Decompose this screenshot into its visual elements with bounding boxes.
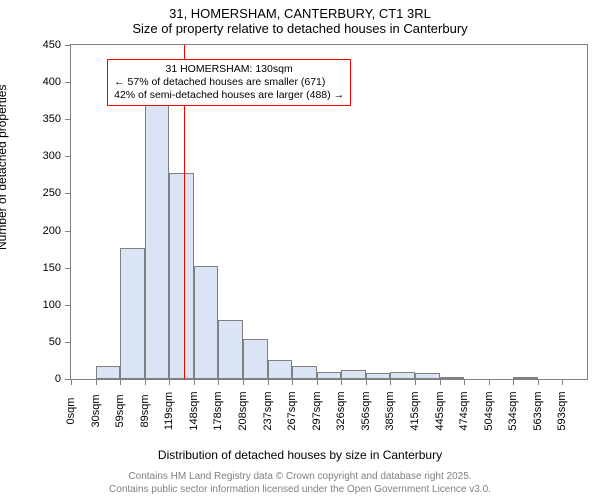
histogram-bar [292,366,317,379]
x-tick-label: 504sqm [483,391,495,430]
histogram-bar [96,366,121,379]
x-tick-label: 267sqm [286,391,298,430]
footer-line-2: Contains public sector information licen… [0,483,600,496]
histogram-bar [194,266,219,379]
x-tick [292,379,293,385]
annotation-line-3: 42% of semi-detached houses are larger (… [114,89,344,102]
x-tick [268,379,269,385]
x-tick-label: 563sqm [532,391,544,430]
x-tick-label: 415sqm [409,391,421,430]
annotation-box: 31 HOMERSHAM: 130sqm← 57% of detached ho… [107,59,351,106]
y-tick [65,305,71,306]
annotation-line-1: 31 HOMERSHAM: 130sqm [114,63,344,76]
histogram-bar [120,248,145,379]
y-tick [65,193,71,194]
x-tick [218,379,219,385]
histogram-bar [415,373,440,379]
histogram-bar [268,360,293,379]
x-tick-label: 89sqm [139,394,151,427]
x-tick [341,379,342,385]
y-tick-label: 450 [43,39,61,51]
title-line-1: 31, HOMERSHAM, CANTERBURY, CT1 3RL [0,6,600,21]
x-axis-label: Distribution of detached houses by size … [0,448,600,462]
x-tick [464,379,465,385]
histogram-bar [366,373,391,379]
x-tick [243,379,244,385]
x-tick-label: 119sqm [163,392,175,430]
x-tick [71,379,72,385]
y-tick-label: 150 [43,262,61,274]
x-tick-label: 59sqm [114,394,126,427]
x-tick [440,379,441,385]
x-tick [415,379,416,385]
y-tick [65,268,71,269]
y-tick-label: 350 [43,113,61,125]
title-block: 31, HOMERSHAM, CANTERBURY, CT1 3RL Size … [0,6,600,36]
y-tick [65,82,71,83]
histogram-bar [513,377,538,379]
histogram-bar [440,377,465,379]
y-tick [65,119,71,120]
x-tick-label: 326sqm [335,391,347,430]
x-tick [120,379,121,385]
x-tick-label: 356sqm [360,391,372,430]
x-tick-label: 474sqm [458,391,470,430]
x-tick [366,379,367,385]
histogram-bar [145,104,170,379]
chart-root: 31, HOMERSHAM, CANTERBURY, CT1 3RL Size … [0,0,600,500]
x-tick [513,379,514,385]
x-tick [317,379,318,385]
footer-line-1: Contains HM Land Registry data © Crown c… [0,470,600,483]
y-tick-label: 50 [49,336,61,348]
x-tick [390,379,391,385]
y-tick [65,45,71,46]
y-axis-label: Number of detached properties [0,85,9,250]
x-tick-label: 208sqm [237,391,249,430]
x-tick [169,379,170,385]
x-tick [538,379,539,385]
x-tick-label: 445sqm [434,391,446,430]
annotation-line-2: ← 57% of detached houses are smaller (67… [114,76,344,89]
y-tick-label: 250 [43,187,61,199]
x-tick-label: 0sqm [65,398,77,425]
y-tick-label: 100 [43,299,61,311]
x-tick-label: 148sqm [188,391,200,430]
y-tick [65,231,71,232]
x-tick [145,379,146,385]
histogram-bar [169,173,194,379]
y-tick-label: 0 [55,373,61,385]
x-tick [194,379,195,385]
histogram-bar [317,372,342,379]
histogram-bar [218,320,243,379]
x-tick-label: 297sqm [311,391,323,430]
plot-area: 0501001502002503003504004500sqm30sqm59sq… [70,44,588,380]
x-tick-label: 178sqm [212,391,224,430]
y-tick [65,156,71,157]
x-tick-label: 593sqm [556,391,568,430]
x-tick [96,379,97,385]
title-line-2: Size of property relative to detached ho… [0,21,600,36]
y-tick [65,342,71,343]
histogram-bar [243,339,268,379]
x-tick-label: 237sqm [262,391,274,430]
x-tick-label: 385sqm [384,391,396,430]
y-tick-label: 400 [43,76,61,88]
x-tick-label: 534sqm [507,391,519,430]
x-tick [562,379,563,385]
histogram-bar [341,370,366,379]
x-tick [489,379,490,385]
histogram-bar [390,372,415,379]
y-tick-label: 200 [43,225,61,237]
footer-block: Contains HM Land Registry data © Crown c… [0,470,600,496]
y-tick-label: 300 [43,150,61,162]
x-tick-label: 30sqm [90,394,102,427]
